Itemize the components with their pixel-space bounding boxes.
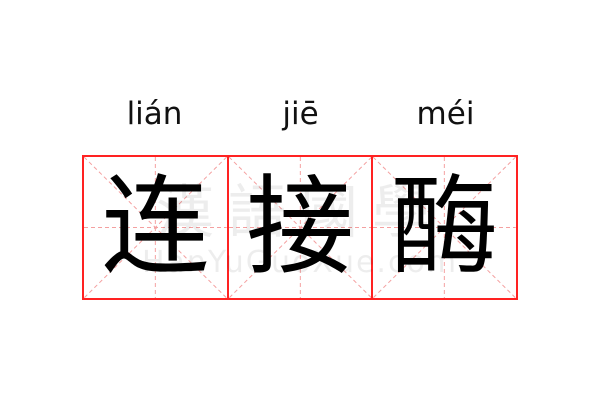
pinyin-3: méi bbox=[416, 96, 475, 132]
guide-lines bbox=[373, 157, 516, 298]
character-2: 接 bbox=[246, 164, 355, 290]
character-1: 连 bbox=[101, 164, 210, 290]
grid-cell-2: 接 bbox=[226, 157, 372, 298]
grid-cell-3: 酶 bbox=[371, 157, 516, 298]
character-3: 酶 bbox=[390, 164, 499, 290]
grid-cell-1: 连 bbox=[84, 157, 227, 298]
pinyin-2: jiē bbox=[282, 96, 319, 132]
character-grid: 连 接 酶 bbox=[82, 155, 518, 300]
guide-lines bbox=[84, 157, 227, 298]
pinyin-1: lián bbox=[126, 96, 183, 132]
guide-lines bbox=[229, 157, 372, 298]
